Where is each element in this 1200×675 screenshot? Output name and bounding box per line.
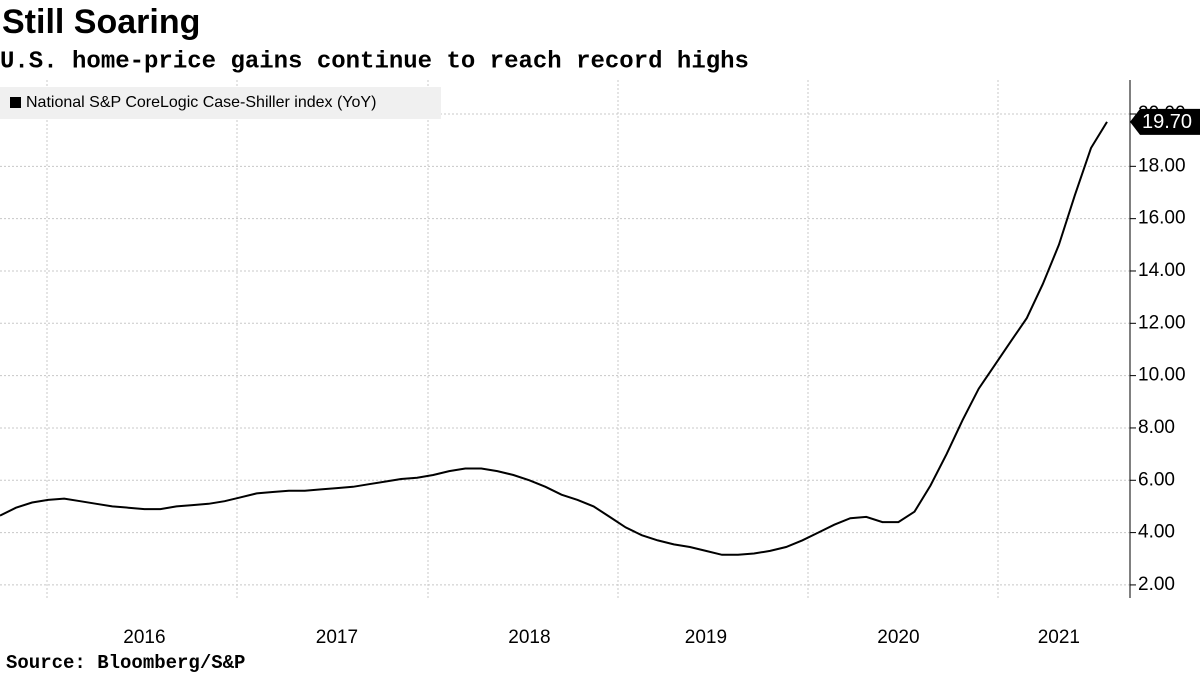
y-tick-label: 10.00 [1138,365,1186,386]
x-tick-label: 2021 [1038,627,1080,648]
x-tick-label: 2016 [123,627,165,648]
source-note: Source: Bloomberg/S&P [6,652,245,674]
legend-box [0,87,441,119]
y-tick-label: 8.00 [1138,417,1175,438]
x-tick-label: 2019 [685,627,727,648]
legend-label: National S&P CoreLogic Case-Shiller inde… [26,94,376,111]
x-tick-label: 2020 [877,627,919,648]
y-tick-label: 2.00 [1138,574,1175,595]
x-tick-label: 2018 [508,627,550,648]
x-tick-label: 2017 [316,627,358,648]
value-label: 19.70 [1142,111,1192,133]
chart-title: Still Soaring [2,3,200,41]
y-tick-label: 6.00 [1138,469,1175,490]
legend-swatch [10,97,21,108]
chart-subtitle: U.S. home-price gains continue to reach … [0,48,749,75]
y-tick-label: 16.00 [1138,208,1186,229]
y-tick-label: 14.00 [1138,260,1186,281]
value-tag [1130,108,1200,135]
y-tick-label: 12.00 [1138,312,1186,333]
y-tick-label: 4.00 [1138,522,1175,543]
line-series [0,121,1108,556]
y-tick-label: 18.00 [1138,155,1186,176]
